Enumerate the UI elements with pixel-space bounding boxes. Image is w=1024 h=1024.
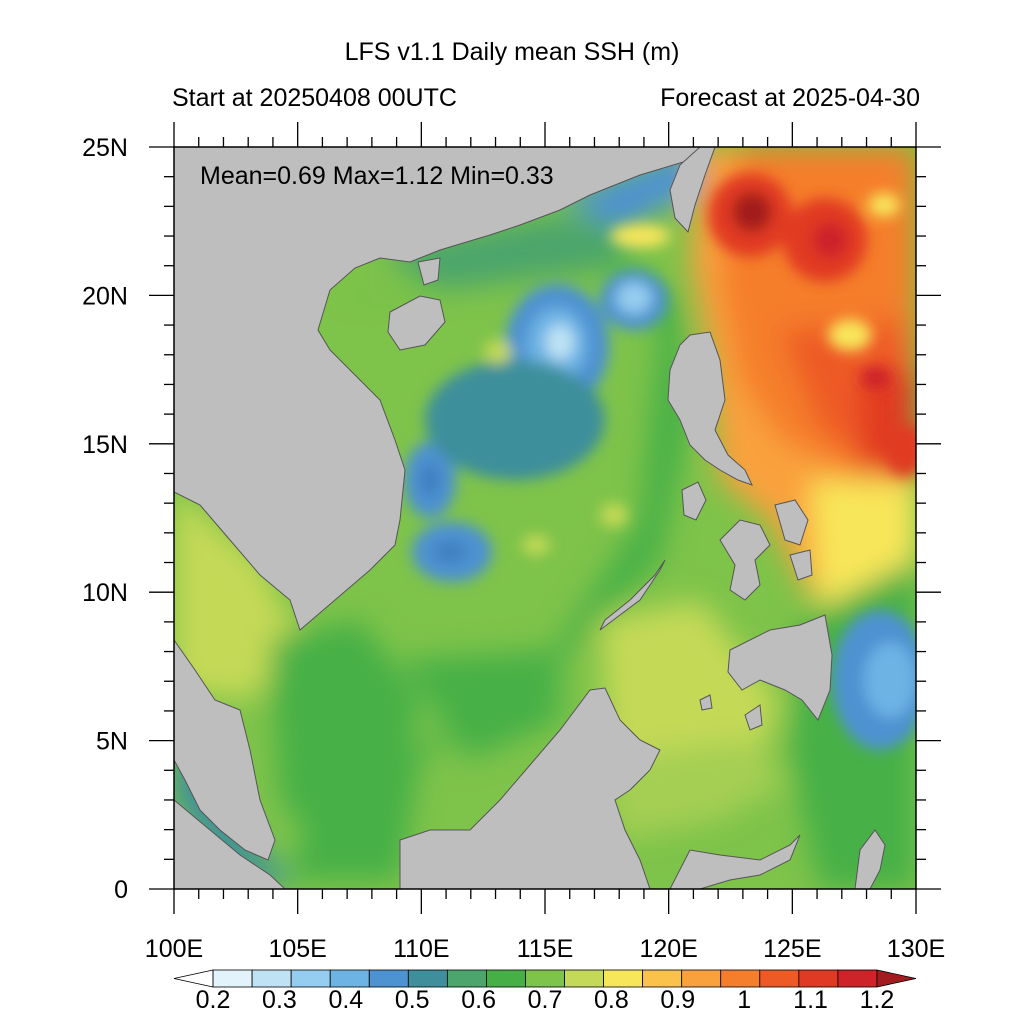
colorbar-swatch bbox=[798, 969, 839, 988]
lat-tick-label: 0 bbox=[114, 876, 128, 904]
colorbar-swatch bbox=[407, 969, 448, 988]
colorbar-label: 0.6 bbox=[461, 986, 496, 1014]
land-sulawesi bbox=[669, 834, 801, 889]
lon-tick-label: 125E bbox=[763, 935, 821, 963]
plot-area bbox=[174, 147, 916, 889]
forecast-time-label: Forecast at 2025-04-30 bbox=[660, 84, 920, 112]
colorbar-label: 0.2 bbox=[196, 986, 231, 1014]
land-malay-peninsula bbox=[174, 639, 276, 861]
colorbar-swatch bbox=[368, 969, 409, 988]
colorbar-label: 0.7 bbox=[528, 986, 563, 1014]
lat-tick-label: 20N bbox=[82, 282, 128, 310]
start-time-label: Start at 20250408 00UTC bbox=[172, 84, 457, 112]
colorbar-label: 0.9 bbox=[660, 986, 695, 1014]
land-mainland-asia bbox=[174, 147, 701, 631]
lon-tick-label: 130E bbox=[887, 935, 945, 963]
colorbar-label: 0.8 bbox=[594, 986, 629, 1014]
land-mindanao bbox=[727, 614, 833, 721]
lat-tick-label: 25N bbox=[82, 134, 128, 162]
land-visayas bbox=[719, 519, 771, 601]
colorbar-swatch bbox=[173, 969, 214, 988]
colorbar-swatch bbox=[251, 969, 292, 988]
stats-readout: Mean=0.69 Max=1.12 Min=0.33 bbox=[200, 162, 554, 190]
lon-tick-label: 120E bbox=[639, 935, 697, 963]
lon-tick-label: 115E bbox=[517, 935, 574, 963]
colorbar-swatch bbox=[486, 969, 526, 988]
colorbar-label: 1.1 bbox=[793, 986, 828, 1014]
colorbar-swatch bbox=[837, 969, 878, 988]
colorbar-label: 0.3 bbox=[262, 986, 297, 1014]
land-taiwan bbox=[669, 147, 716, 234]
colorbar-swatch bbox=[329, 969, 370, 988]
land-hainan bbox=[387, 295, 446, 351]
colorbar-swatch bbox=[564, 969, 604, 988]
colorbar-swatch bbox=[876, 969, 917, 988]
land-mindoro bbox=[681, 481, 707, 521]
colorbar bbox=[173, 969, 917, 988]
land-sumatra bbox=[174, 799, 286, 889]
colorbar-label: 1.2 bbox=[860, 986, 895, 1014]
colorbar-label: 0.5 bbox=[395, 986, 430, 1014]
colorbar-label: 1 bbox=[737, 986, 751, 1014]
colorbar-swatch bbox=[642, 969, 683, 988]
colorbar-swatch bbox=[290, 969, 331, 988]
lon-tick-label: 100E bbox=[145, 935, 203, 963]
lat-tick-label: 10N bbox=[82, 579, 128, 607]
land-halmahera bbox=[854, 829, 886, 889]
colorbar-swatch bbox=[681, 969, 722, 988]
axis-ticks bbox=[149, 122, 941, 914]
colorbar-swatch bbox=[525, 969, 565, 988]
map-title: LFS v1.1 Daily mean SSH (m) bbox=[344, 38, 680, 66]
colorbar-swatch bbox=[446, 969, 487, 988]
land-borneo bbox=[399, 687, 661, 889]
axis-labels: 100E 105E 110E 115E 120E 125E 130E 0 5N 10N 15N 20N… bbox=[82, 134, 945, 963]
colorbar-swatch bbox=[759, 969, 800, 988]
land-masses bbox=[174, 147, 886, 889]
lat-tick-label: 15N bbox=[82, 431, 128, 459]
colorbar-swatch bbox=[720, 969, 761, 988]
colorbar-label: 0.4 bbox=[328, 986, 363, 1014]
lon-tick-label: 110E bbox=[393, 935, 450, 963]
land-luzon bbox=[667, 331, 753, 486]
colorbar-labels: 0.2 0.3 0.4 0.5 0.6 0.7 0.8 0.9 1 1.1 1.2 bbox=[196, 986, 895, 1014]
colorbar-swatch bbox=[212, 969, 253, 988]
lon-tick-label: 105E bbox=[268, 935, 326, 963]
colorbar-swatch bbox=[603, 969, 644, 988]
land-palawan bbox=[599, 559, 666, 631]
lat-tick-label: 5N bbox=[96, 728, 128, 756]
